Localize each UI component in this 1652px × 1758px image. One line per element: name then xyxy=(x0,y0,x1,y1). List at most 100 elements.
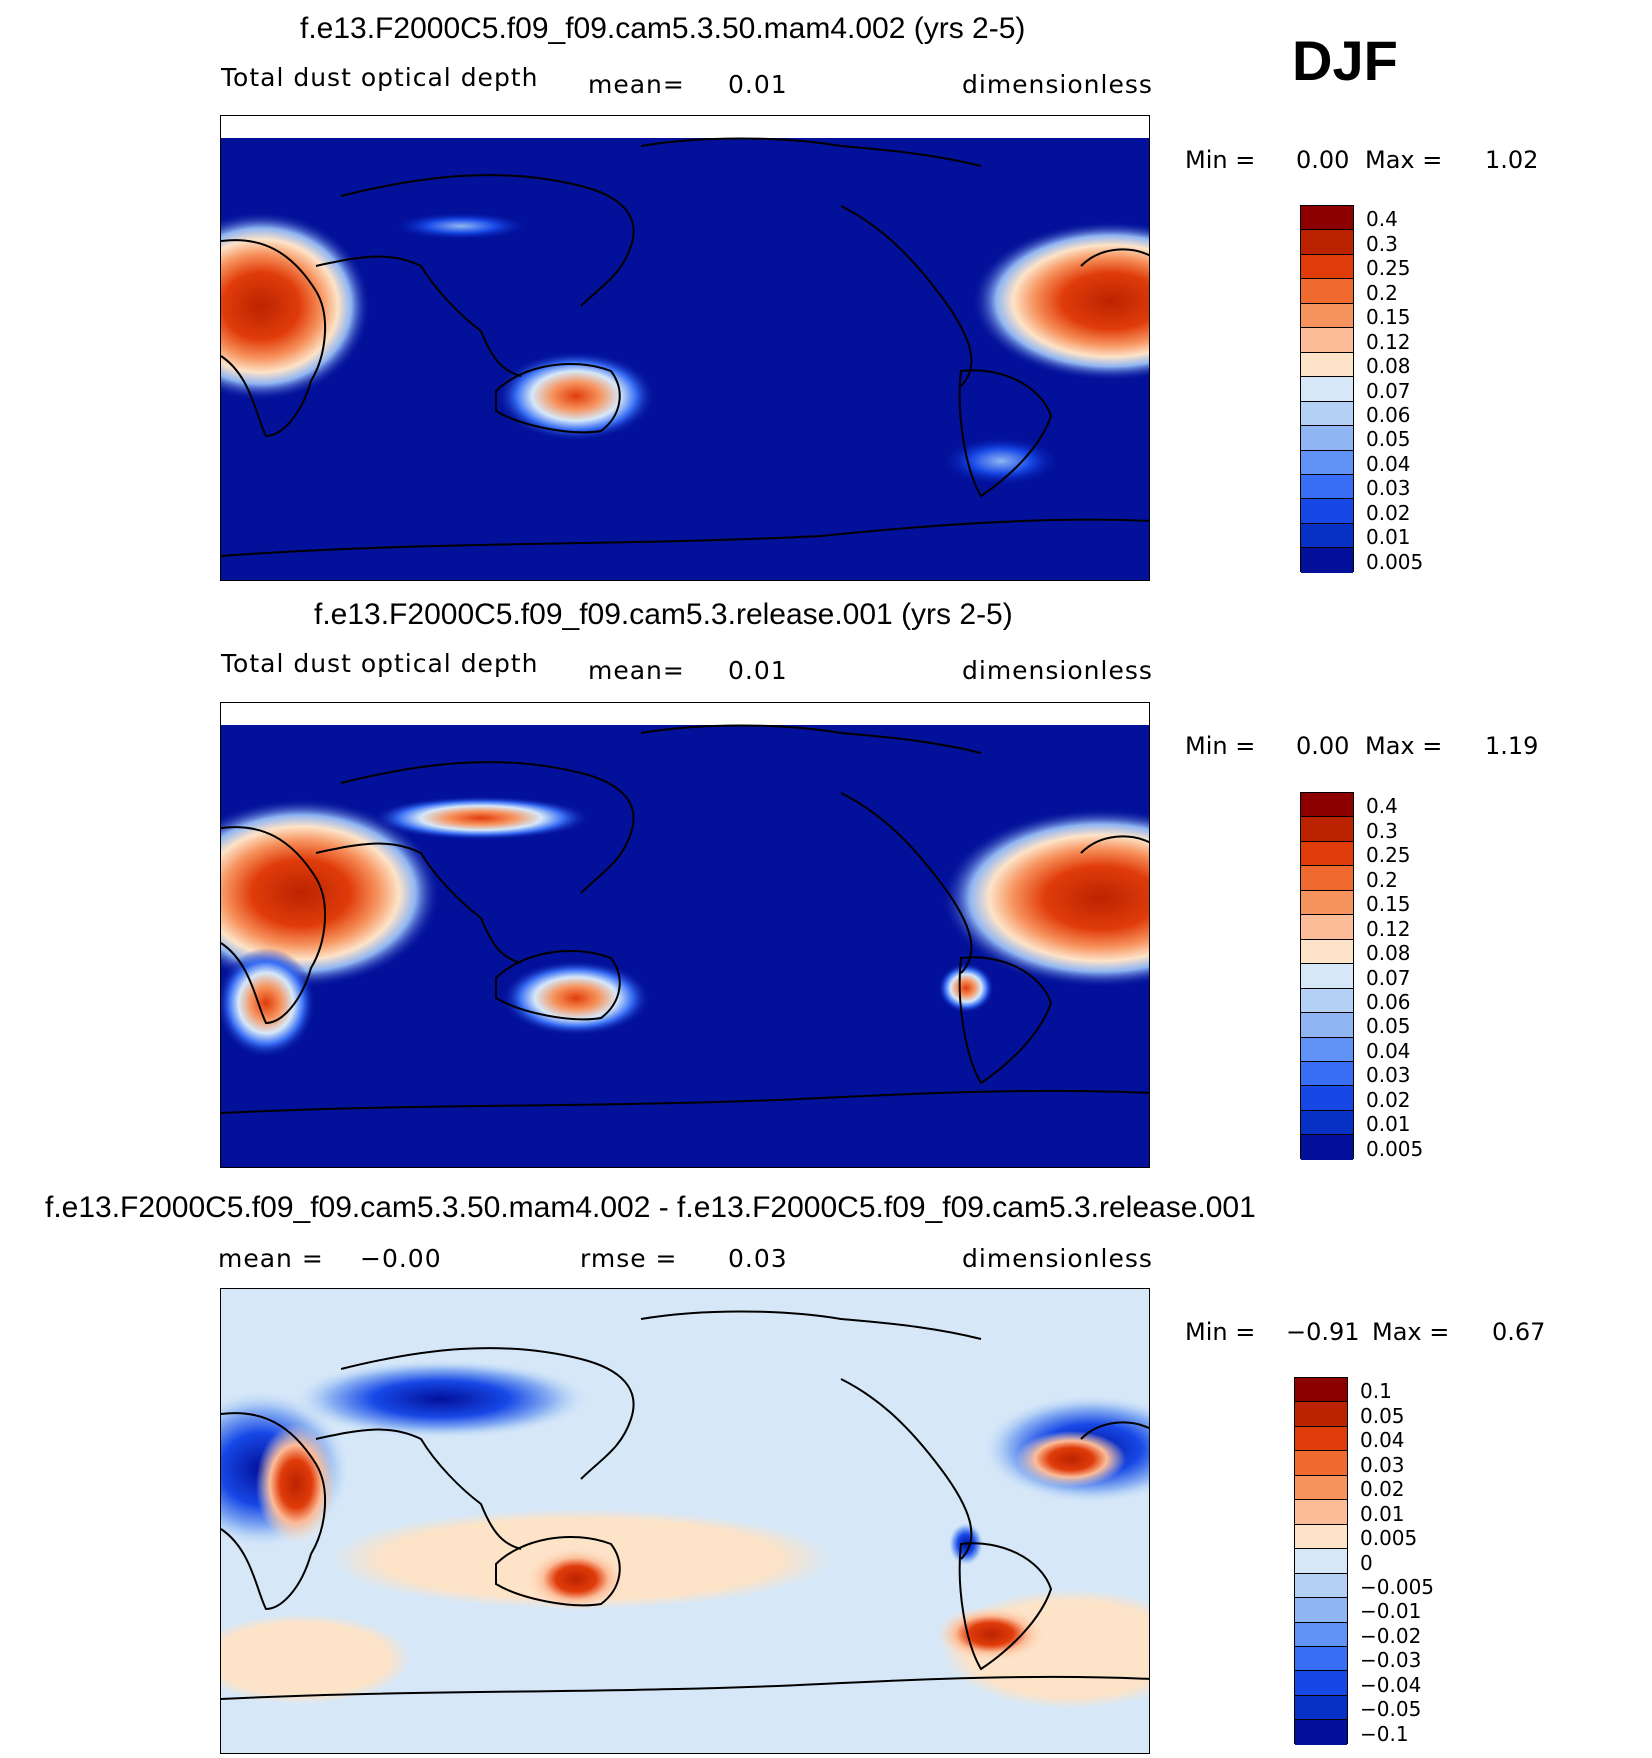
dust-andes xyxy=(938,963,994,1013)
colorbar-swatch xyxy=(1295,1500,1347,1525)
colorbar-tick-label: 0.25 xyxy=(1366,843,1411,868)
colorbar-tick-label: 0.07 xyxy=(1366,965,1411,990)
panel-1-mean-value: 0.01 xyxy=(728,70,788,99)
panel-2-max-value: 1.19 xyxy=(1485,732,1539,760)
colorbar-swatch xyxy=(1301,1086,1353,1111)
colorbar-swatch xyxy=(1301,1061,1353,1087)
colorbar-tick-label: 0.4 xyxy=(1366,794,1398,819)
colorbar-swatch xyxy=(1301,254,1353,280)
colorbar-tick-label: −0.04 xyxy=(1360,1672,1422,1697)
panel-2-min-label: Min = xyxy=(1185,732,1256,760)
colorbar-swatch xyxy=(1301,426,1353,451)
colorbar-swatch xyxy=(1295,1598,1347,1623)
colorbar-swatch xyxy=(1295,1720,1347,1745)
colorbar-swatch xyxy=(1301,450,1353,475)
colorbar-tick-label: 0.1 xyxy=(1360,1379,1392,1404)
colorbar-swatch xyxy=(1301,939,1353,965)
colorbar-swatch xyxy=(1301,817,1353,842)
panel-3-max-value: 0.67 xyxy=(1492,1318,1546,1346)
panel-1-units: dimensionless xyxy=(962,70,1153,99)
panel-2-units: dimensionless xyxy=(962,656,1153,685)
dust-australia xyxy=(496,351,656,441)
colorbar-swatch xyxy=(1301,964,1353,989)
colorbar-tick-label: 0.01 xyxy=(1366,525,1411,550)
colorbar-tick-label: −0.1 xyxy=(1360,1721,1409,1746)
colorbar-swatch xyxy=(1295,1671,1347,1696)
colorbar-swatch xyxy=(1295,1426,1347,1452)
panel-3-rmse-label: rmse = xyxy=(580,1244,678,1273)
colorbar-tick-label: 0.03 xyxy=(1366,476,1411,501)
colorbar-tick-label: 0.04 xyxy=(1366,1038,1411,1063)
colorbar-swatch xyxy=(1301,988,1353,1014)
colorbar-swatch xyxy=(1295,1573,1347,1599)
colorbar-swatch xyxy=(1301,1135,1353,1160)
colorbar-swatch xyxy=(1295,1475,1347,1501)
dust-atlantic xyxy=(971,221,1149,381)
colorbar-swatch xyxy=(1301,1110,1353,1136)
dust-asia xyxy=(391,212,531,240)
panel-3-map xyxy=(220,1288,1150,1754)
dust-australia xyxy=(501,960,651,1036)
dust-atlantic xyxy=(941,808,1149,988)
panel-3-min-value: −0.91 xyxy=(1286,1318,1360,1346)
panel-1-title: f.e13.F2000C5.f09_f09.cam5.3.50.mam4.002… xyxy=(300,12,1026,45)
colorbar-tick-label: 0.08 xyxy=(1366,354,1411,379)
colorbar-tick-label: 0.005 xyxy=(1366,549,1424,574)
panel-2-min-value: 0.00 xyxy=(1296,732,1350,760)
colorbar-tick-label: −0.03 xyxy=(1360,1648,1422,1673)
colorbar-tick-label: 0.2 xyxy=(1366,280,1398,305)
colorbar-tick-label: −0.02 xyxy=(1360,1623,1422,1648)
dust-sahara-arabia xyxy=(221,798,441,988)
colorbar-tick-label: 0.005 xyxy=(1360,1526,1418,1551)
positive-sahel xyxy=(256,1424,336,1544)
panel-1-min-value: 0.00 xyxy=(1296,146,1350,174)
colorbar-tick-label: 0.06 xyxy=(1366,402,1411,427)
dust-asia xyxy=(371,796,591,840)
colorbar-swatch xyxy=(1301,499,1353,524)
panel-1-max-value: 1.02 xyxy=(1485,146,1539,174)
colorbar-swatch xyxy=(1301,328,1353,353)
season-label: DJF xyxy=(1292,29,1398,92)
colorbar-tick-label: 0.01 xyxy=(1366,1112,1411,1137)
colorbar-swatch xyxy=(1301,1037,1353,1062)
panel-1-variable: Total dust optical depth xyxy=(221,63,539,92)
panel-1-colorbar xyxy=(1300,205,1354,573)
colorbar-tick-label: −0.005 xyxy=(1360,1574,1435,1599)
colorbar-swatch xyxy=(1301,793,1353,818)
coastlines xyxy=(221,724,1149,1114)
colorbar-tick-label: 0.15 xyxy=(1366,305,1411,330)
colorbar-tick-label: 0.05 xyxy=(1366,427,1411,452)
colorbar-tick-label: 0.01 xyxy=(1360,1501,1405,1526)
panel-3-mean-label: mean = xyxy=(218,1244,324,1273)
positive-patagonia xyxy=(936,1606,1046,1662)
positive-australia xyxy=(526,1547,626,1611)
colorbar-tick-label: 0.03 xyxy=(1366,1063,1411,1088)
colorbar-tick-label: 0.02 xyxy=(1360,1477,1405,1502)
colorbar-swatch xyxy=(1301,548,1353,573)
colorbar-swatch xyxy=(1301,866,1353,891)
panel-1-max-label: Max = xyxy=(1365,146,1443,174)
negative-asia xyxy=(291,1359,591,1439)
dust-kalahari xyxy=(221,948,316,1058)
colorbar-swatch xyxy=(1295,1646,1347,1672)
colorbar-swatch xyxy=(1301,1013,1353,1038)
colorbar-tick-label: 0.04 xyxy=(1366,451,1411,476)
panel-3-rmse-value: 0.03 xyxy=(728,1244,788,1273)
dust-patagonia xyxy=(941,436,1061,486)
positive-atlantic xyxy=(1016,1431,1126,1487)
colorbar-tick-label: −0.01 xyxy=(1360,1599,1422,1624)
panel-3-colorbar xyxy=(1294,1377,1348,1745)
colorbar-swatch xyxy=(1295,1451,1347,1476)
panel-2-title: f.e13.F2000C5.f09_f09.cam5.3.release.001… xyxy=(314,598,1013,631)
colorbar-swatch xyxy=(1301,841,1353,867)
colorbar-tick-label: 0.02 xyxy=(1366,1087,1411,1112)
colorbar-tick-label: 0.4 xyxy=(1366,207,1398,232)
panel-3-max-label: Max = xyxy=(1372,1318,1450,1346)
colorbar-swatch xyxy=(1301,206,1353,231)
colorbar-swatch xyxy=(1295,1378,1347,1403)
colorbar-tick-label: 0.12 xyxy=(1366,916,1411,941)
colorbar-swatch xyxy=(1301,915,1353,940)
panel-3-mean-value: −0.00 xyxy=(360,1244,442,1273)
colorbar-swatch xyxy=(1295,1549,1347,1574)
colorbar-tick-label: 0.05 xyxy=(1360,1403,1405,1428)
